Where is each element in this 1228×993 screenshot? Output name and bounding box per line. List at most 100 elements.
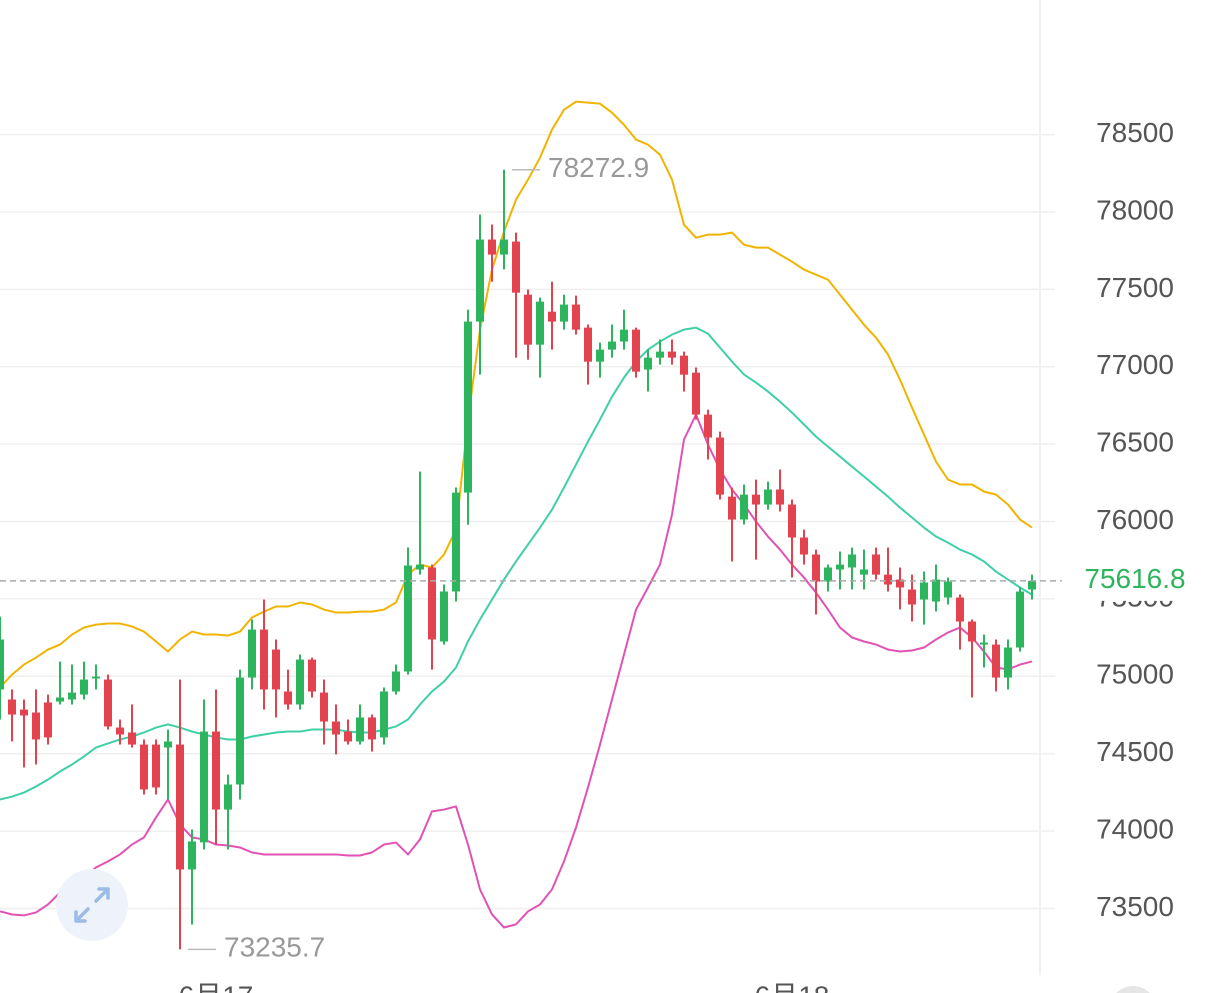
candle-body: [728, 496, 736, 520]
y-tick-label: 77500: [1096, 272, 1174, 303]
x-tick-label: 6月18: [755, 980, 830, 993]
candle-body: [548, 311, 556, 322]
y-tick-label: 78000: [1096, 194, 1174, 225]
candle-body: [92, 676, 100, 679]
last-price-label: 75616.8: [1084, 563, 1185, 594]
candle-body: [0, 639, 4, 690]
candle-body: [812, 554, 820, 582]
candle-body: [332, 721, 340, 735]
candle-body: [116, 727, 124, 735]
candle-body: [308, 659, 316, 692]
candle-body: [884, 574, 892, 585]
corner-button[interactable]: [1109, 986, 1157, 993]
candle-body: [260, 629, 268, 690]
candle-body: [1004, 647, 1012, 678]
grid: [0, 133, 1055, 910]
candle-body: [20, 709, 28, 716]
candle-body: [800, 537, 808, 555]
candle-body: [560, 304, 568, 322]
candle-body: [128, 732, 136, 745]
low-label: 73235.7: [224, 932, 325, 963]
candle-body: [944, 581, 952, 598]
candle-body: [296, 659, 304, 705]
band-line: [0, 326, 1033, 801]
candle-body: [932, 579, 940, 602]
candle-body: [368, 717, 376, 740]
candle-body: [8, 699, 16, 715]
candle-body: [788, 504, 796, 538]
y-tick-label: 73500: [1096, 891, 1174, 922]
candle-body: [272, 649, 280, 690]
candle-body: [212, 731, 220, 810]
candle-body: [464, 321, 472, 493]
candle-body: [644, 357, 652, 370]
candle-body: [56, 697, 64, 702]
candle-body: [956, 597, 964, 622]
candle-body: [404, 565, 412, 672]
candle-body: [572, 304, 580, 330]
candle-body: [740, 494, 748, 520]
candle-body: [824, 567, 832, 582]
high-label: 78272.9: [548, 152, 649, 183]
candle-body: [428, 567, 436, 640]
expand-icon[interactable]: [74, 887, 110, 923]
candle-body: [488, 239, 496, 255]
candle-body: [620, 329, 628, 342]
candle-body: [872, 554, 880, 575]
y-tick-label: 75000: [1096, 659, 1174, 690]
candle-body: [1028, 580, 1036, 590]
candle-body: [344, 731, 352, 742]
band-line: [0, 412, 1033, 929]
candle-body: [752, 494, 760, 505]
candle-body: [980, 642, 988, 645]
candle-body: [668, 351, 676, 358]
candle-body: [536, 301, 544, 345]
candle-body: [68, 692, 76, 700]
candle-body: [776, 489, 784, 505]
candle-body: [920, 582, 928, 600]
y-tick-label: 74500: [1096, 736, 1174, 767]
candle-body: [524, 294, 532, 345]
candle-body: [440, 591, 448, 642]
candle-body: [500, 239, 508, 255]
candle-body: [596, 349, 604, 362]
candle-body: [356, 717, 364, 742]
candle-body: [584, 327, 592, 362]
candle-body: [908, 589, 916, 605]
candle-body: [416, 564, 424, 570]
candle-body: [512, 241, 520, 293]
y-tick-label: 74000: [1096, 813, 1174, 844]
candle-body: [284, 691, 292, 705]
expand-button[interactable]: [56, 869, 128, 941]
x-tick-label: 6月17: [179, 980, 254, 993]
candle-body: [968, 621, 976, 642]
candle-body: [80, 679, 88, 695]
candle-body: [320, 692, 328, 722]
candle-body: [236, 677, 244, 785]
candles: [0, 169, 1036, 950]
candle-body: [140, 744, 148, 790]
candle-body: [716, 437, 724, 495]
y-tick-label: 76000: [1096, 504, 1174, 535]
candle-body: [380, 691, 388, 738]
candle-body: [704, 414, 712, 438]
candle-body: [200, 731, 208, 843]
candle-body: [848, 554, 856, 568]
candle-body: [692, 372, 700, 415]
candle-body: [224, 784, 232, 810]
candle-body: [392, 671, 400, 692]
candle-body: [1016, 591, 1024, 648]
candle-body: [680, 355, 688, 375]
expand-circle[interactable]: [56, 869, 128, 941]
candle-body: [188, 841, 196, 870]
candle-body: [176, 744, 184, 870]
candle-body: [452, 492, 460, 592]
candle-body: [632, 329, 640, 372]
candle-body: [764, 489, 772, 505]
y-tick-label: 76500: [1096, 427, 1174, 458]
candle-body: [656, 351, 664, 358]
candle-body: [152, 744, 160, 788]
candle-body: [104, 679, 112, 727]
